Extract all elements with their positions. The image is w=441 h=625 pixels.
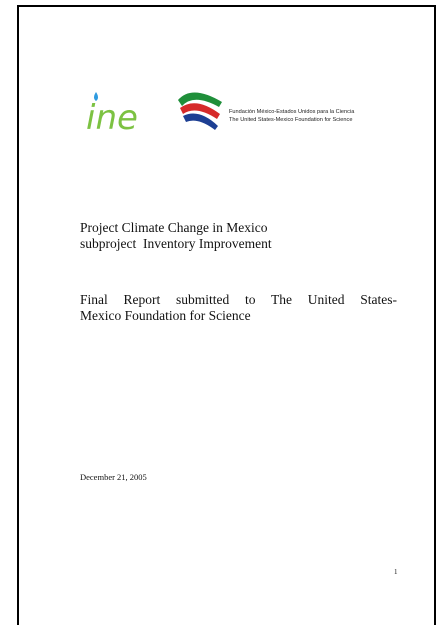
stripe-red: [180, 103, 220, 119]
logo-drop: [94, 92, 98, 101]
page-number: 1: [394, 568, 398, 576]
report-line: Final Report submitted to The United Sta…: [80, 292, 397, 307]
foundation-line: Fundación México-Estados Unidos para la …: [229, 109, 355, 115]
foundation-line: The United States-Mexico Foundation for …: [229, 117, 353, 123]
stripe-blue: [183, 113, 218, 130]
ine-logo: ine: [86, 98, 138, 138]
title-line: subproject Inventory Improvement: [80, 236, 272, 251]
report-line: Mexico Foundation for Science: [80, 308, 251, 323]
date: December 21, 2005: [80, 472, 147, 482]
stripe-green: [178, 92, 222, 107]
title-line: Project Climate Change in Mexico: [80, 220, 268, 235]
page-border: [17, 5, 436, 625]
